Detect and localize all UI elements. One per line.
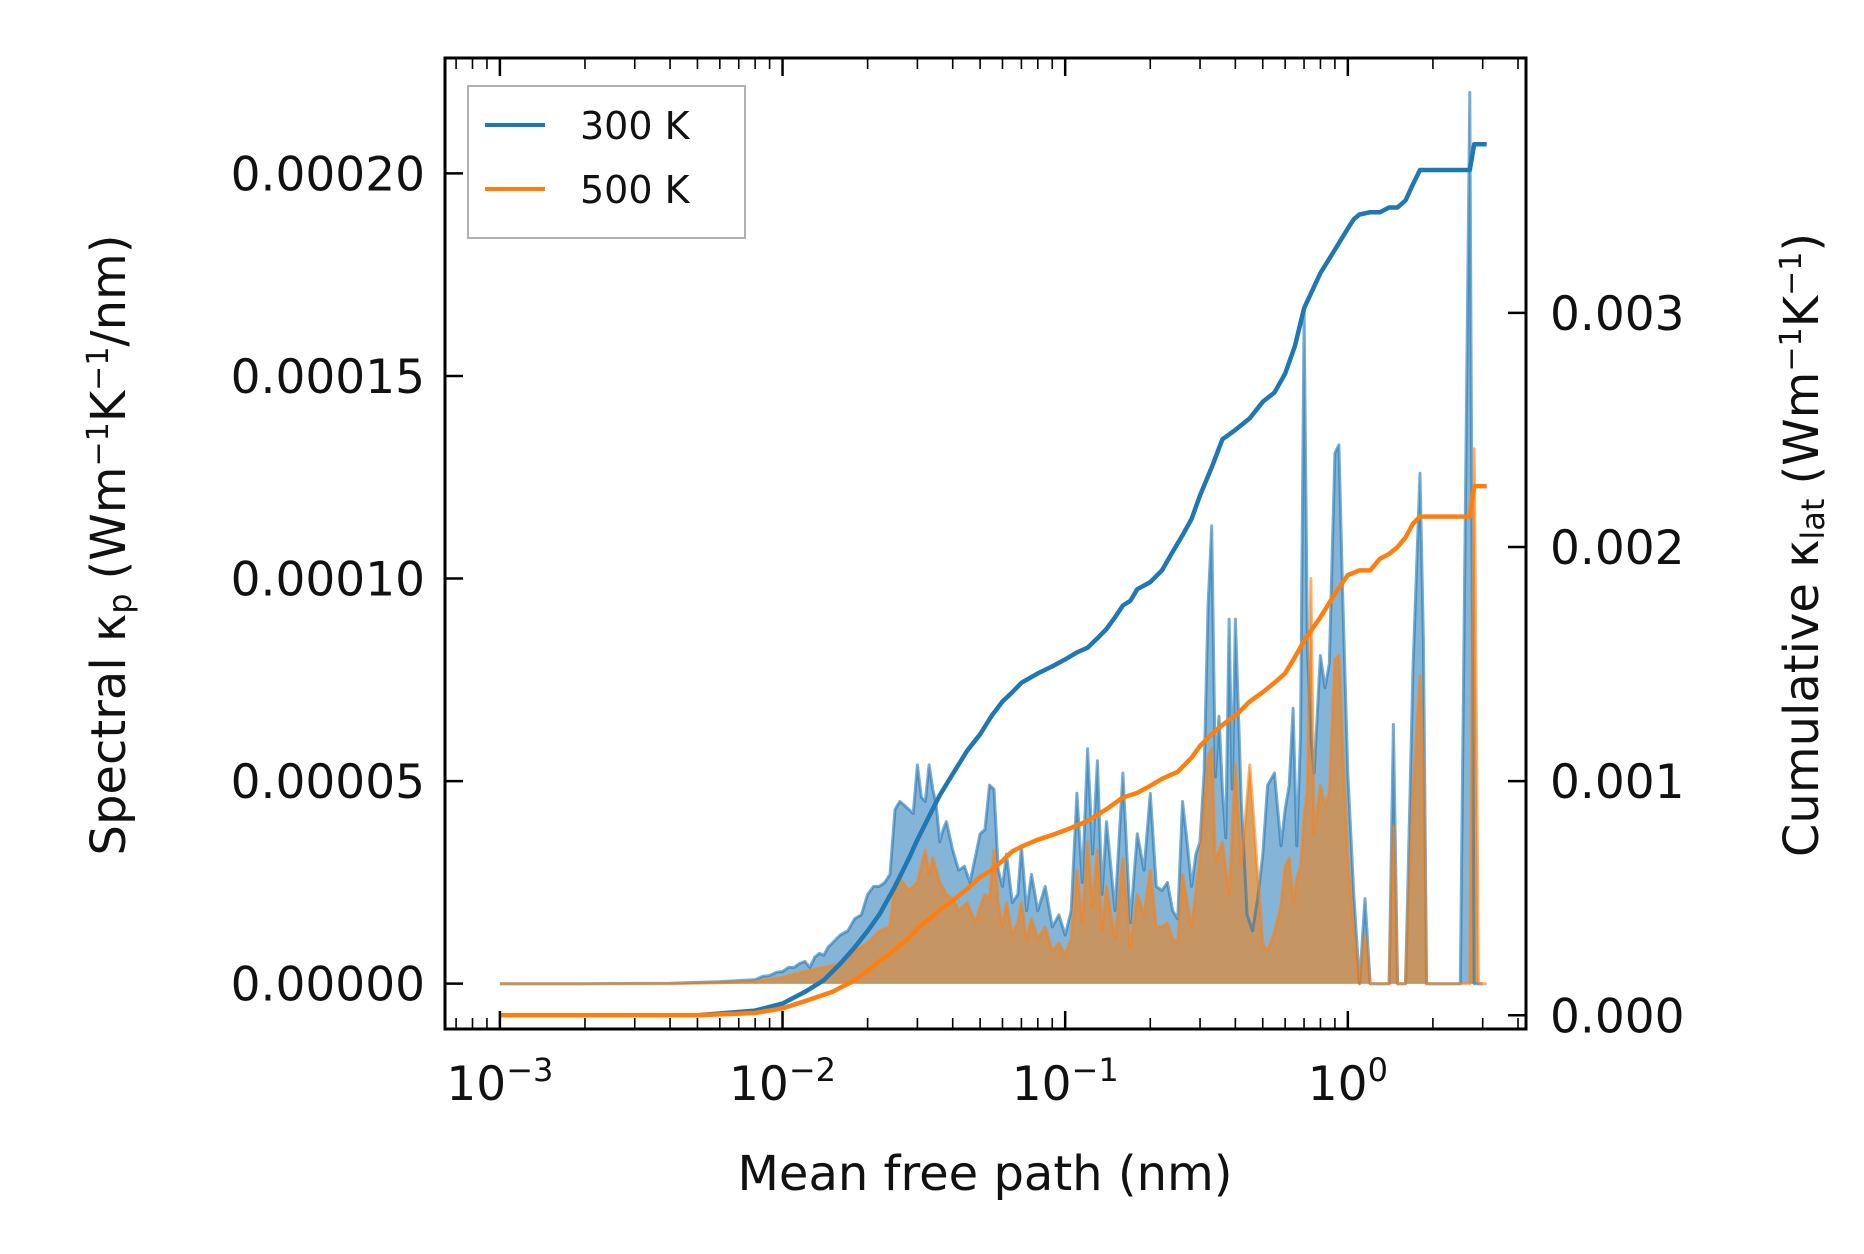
x-axis-title: Mean free path (nm)	[738, 1146, 1233, 1202]
x-tick-label: 10−3	[446, 1051, 553, 1112]
y-left-tick-label: 0.00015	[231, 350, 425, 405]
plot-area	[499, 90, 1487, 1018]
y-left-tick-label: 0.00000	[231, 958, 425, 1013]
x-tick-label: 100	[1308, 1051, 1388, 1112]
cumulative-line-300k	[499, 142, 1487, 1018]
y-left-tick-label: 0.00010	[231, 553, 425, 608]
spectral-fill-300k	[499, 92, 1483, 984]
spectral-lines	[499, 90, 1487, 986]
legend-box	[467, 85, 746, 239]
left-axis-title: Spectral κp(Wm−1K−1/nm)	[81, 234, 139, 855]
y-left-tick-label: 0.00005	[231, 755, 425, 810]
legend: 300 K 500 K	[467, 85, 746, 239]
y-right-tick-label: 0.000	[1550, 989, 1685, 1044]
axis-ticks	[445, 58, 1526, 1029]
x-tick-label: 10−2	[729, 1051, 836, 1112]
tick-labels: 10−3 10−2 10−1 100 0.00000 0.00005 0.00010 0.00…	[231, 147, 1685, 1112]
legend-label-500k: 500 K	[580, 168, 691, 212]
cumulative-lines	[499, 142, 1487, 1018]
right-axis-title: Cumulative κlat(Wm−1K−1)	[1774, 233, 1832, 857]
plot-frame	[443, 56, 1528, 1031]
legend-label-300k: 300 K	[580, 104, 691, 148]
x-tick-label: 10−1	[1012, 1051, 1119, 1112]
y-right-tick-label: 0.003	[1550, 287, 1685, 342]
spectral-line-500k	[499, 447, 1487, 986]
y-left-tick-label: 0.00020	[231, 147, 425, 202]
spectral-line-300k	[499, 90, 1483, 986]
cumulative-line-500k	[499, 483, 1487, 1018]
y-right-tick-label: 0.001	[1550, 755, 1685, 810]
y-right-tick-label: 0.002	[1550, 521, 1685, 576]
